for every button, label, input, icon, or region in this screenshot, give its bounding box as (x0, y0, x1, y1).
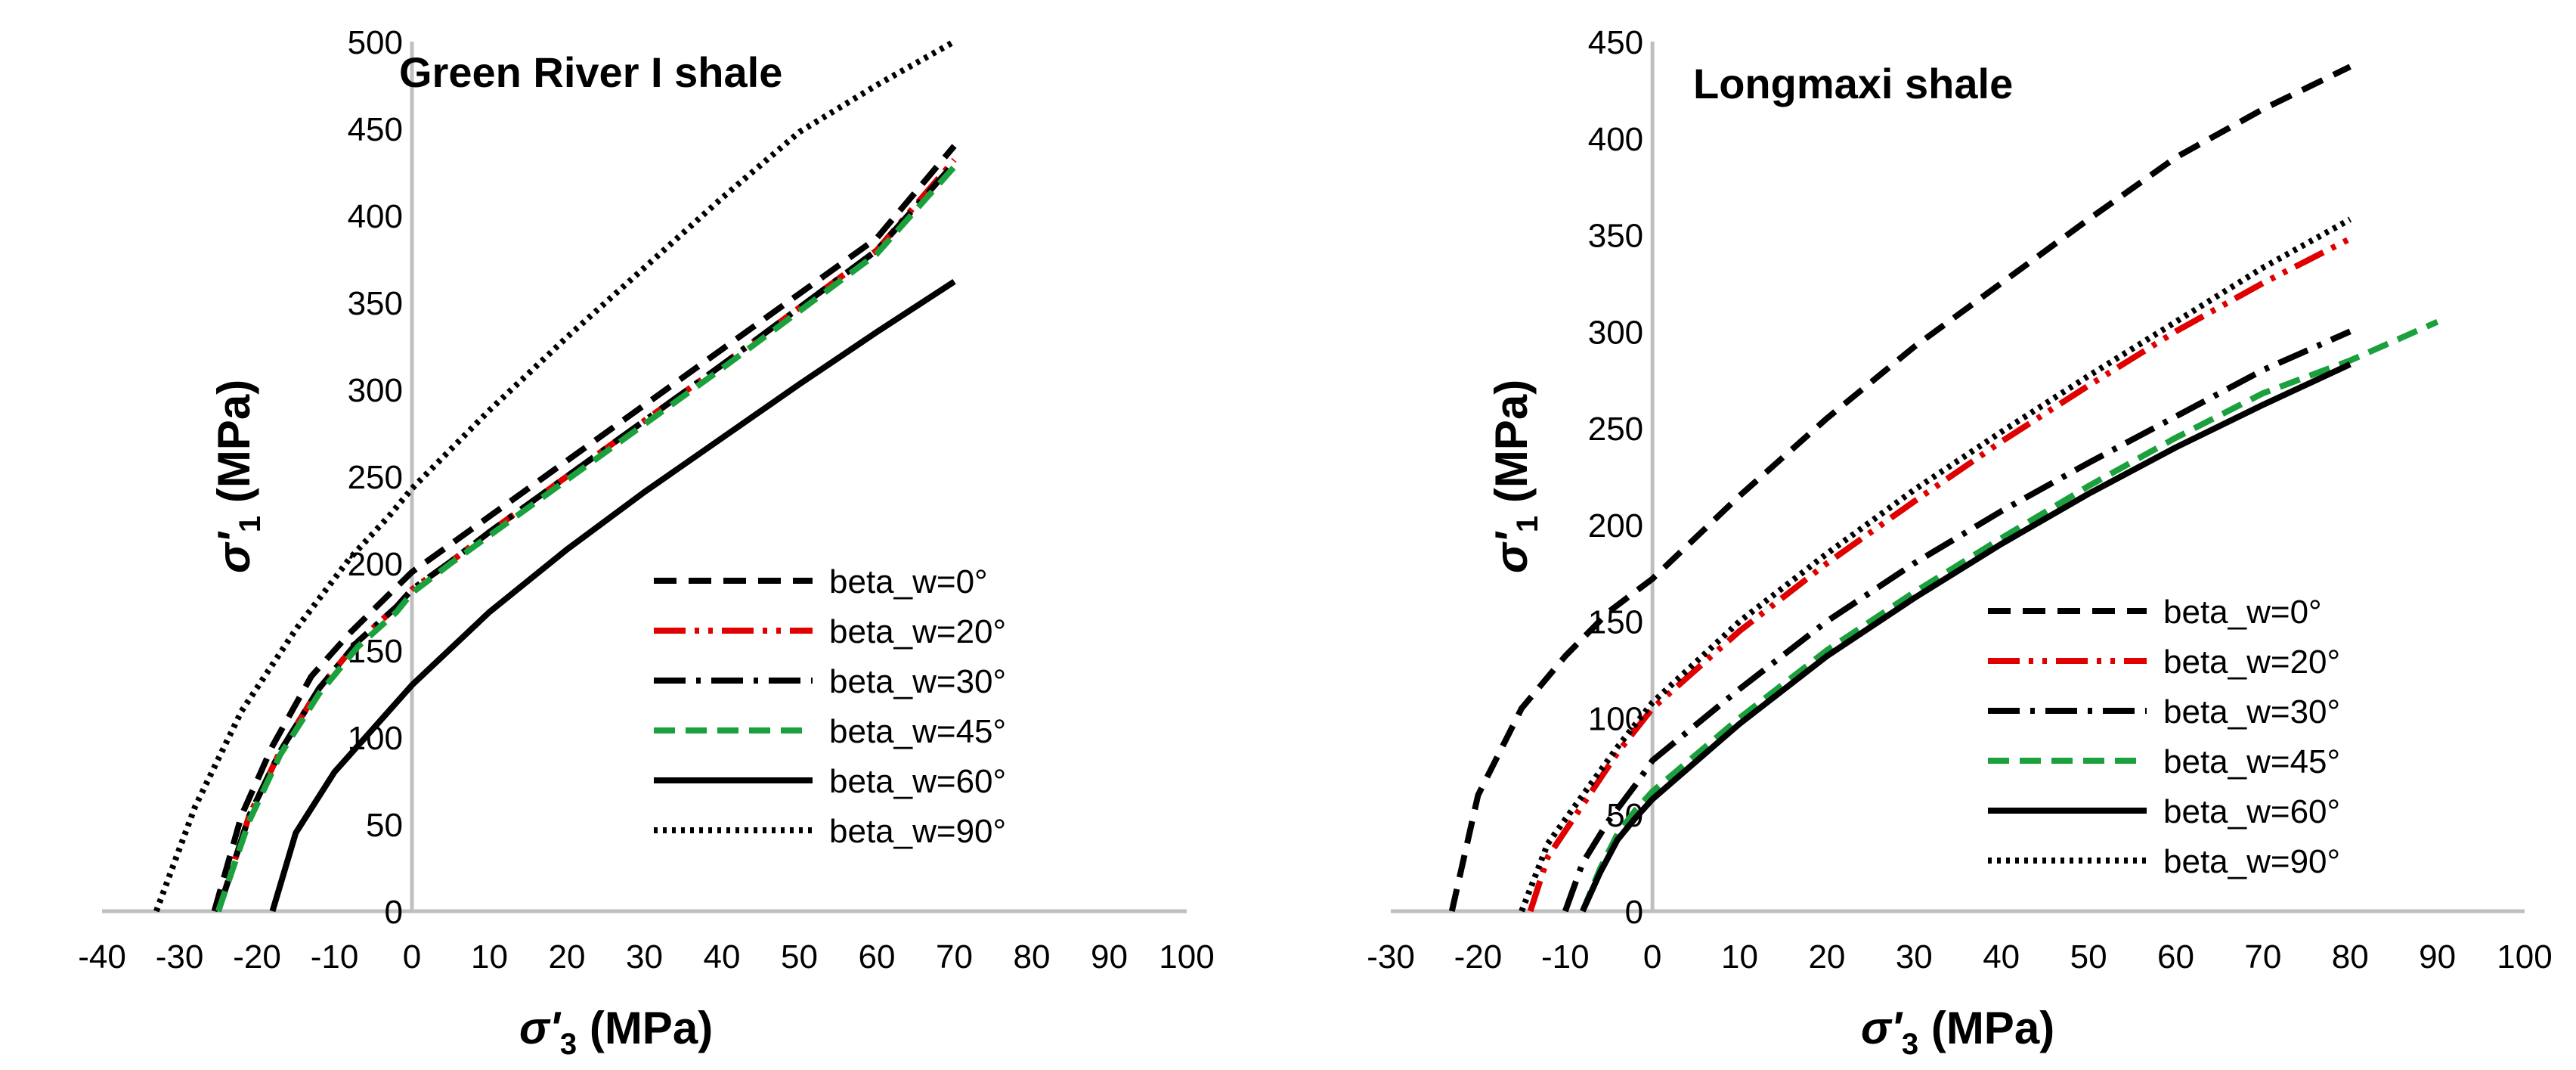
x-tick-label: 90 (2419, 938, 2456, 975)
legend-label: beta_w=90° (829, 813, 1006, 850)
y-tick-label: 50 (366, 807, 403, 844)
legend: beta_w=0° beta_w=20° beta_w=30° beta_w=45°b… (654, 563, 1006, 850)
legend: beta_w=0° beta_w=20° beta_w=30° beta_w=45°b… (1988, 594, 2340, 880)
legend-label: beta_w=90° (2163, 843, 2340, 880)
x-tick-label: 10 (471, 938, 508, 975)
x-tick-label: -20 (1454, 938, 1503, 975)
x-tick-label: 40 (1983, 938, 2020, 975)
legend-label: beta_w=20° (2163, 644, 2340, 681)
y-tick-label: 350 (348, 285, 403, 322)
series-line-beta_w=60° (269, 279, 956, 913)
y-tick-label: 0 (385, 894, 403, 931)
legend-label: beta_w=0° (829, 563, 988, 600)
chart-title: Green River I shale (399, 48, 782, 96)
x-tick-label: 30 (626, 938, 663, 975)
x-tick-label: 0 (1643, 938, 1661, 975)
y-tick-label: 400 (348, 198, 403, 235)
legend-label: beta_w=30° (2163, 693, 2340, 730)
x-tick-label: 80 (2332, 938, 2369, 975)
x-tick-label: 50 (2070, 938, 2107, 975)
y-tick-label: 200 (348, 546, 403, 583)
legend-label: beta_w=0° (2163, 594, 2322, 631)
x-tick-label: 70 (2244, 938, 2281, 975)
y-tick-label: 300 (1588, 314, 1643, 351)
y-axis-title: σ'1 (MPa) (209, 380, 267, 573)
x-tick-label: 100 (1159, 938, 1214, 975)
series-line-beta_w=45° (1580, 318, 2439, 913)
x-tick-label: 70 (936, 938, 973, 975)
y-tick-label: 450 (1588, 24, 1643, 61)
x-tick-label: 60 (2157, 938, 2194, 975)
series-line-beta_w=0° (1448, 64, 2352, 912)
legend-label: beta_w=45° (2163, 743, 2340, 780)
legend-label: beta_w=60° (2163, 793, 2340, 830)
x-axis-title: σ'3 (MPa) (519, 1003, 713, 1061)
x-tick-label: -30 (1367, 938, 1415, 975)
x-tick-label: -20 (233, 938, 281, 975)
y-tick-label: 300 (348, 372, 403, 409)
y-tick-label: 500 (348, 24, 403, 61)
chart-green-river: Green River I shale -40 -30 -20 -10 0 10 20 30 4… (78, 24, 1215, 1061)
x-tick-label: 0 (403, 938, 421, 975)
x-tick-label: 40 (704, 938, 741, 975)
x-tick-label: 30 (1896, 938, 1933, 975)
y-tick-label: 250 (348, 459, 403, 496)
series-line-beta_w=60° (1580, 361, 2352, 913)
x-axis-title: σ'3 (MPa) (1861, 1003, 2054, 1061)
x-tick-label: -10 (311, 938, 359, 975)
chart-longmaxi: Longmaxi shale -30 -20 -10 0 10 20 30 40 50 60 70 8… (1367, 24, 2553, 1061)
x-tick-label: 100 (2497, 938, 2552, 975)
x-tick-label: 90 (1091, 938, 1128, 975)
legend-label: beta_w=30° (829, 663, 1006, 700)
series-line-beta_w=45° (215, 164, 957, 913)
x-tick-label: 60 (859, 938, 896, 975)
series-line-beta_w=0° (211, 144, 957, 913)
y-tick-label: 400 (1588, 121, 1643, 158)
y-tick-label: 200 (1588, 507, 1643, 544)
y-tick-label: 250 (1588, 411, 1643, 448)
series-line-beta_w=90° (153, 39, 956, 913)
x-tick-label: -40 (78, 938, 126, 975)
x-tick-label: 20 (549, 938, 586, 975)
x-tick-label: 50 (781, 938, 818, 975)
y-axis-title: σ'1 (MPa) (1486, 380, 1544, 573)
x-tick-label: 80 (1014, 938, 1051, 975)
series-line-beta_w=30° (1562, 328, 2352, 913)
x-tick-label: 20 (1808, 938, 1845, 975)
y-tick-label: 0 (1625, 894, 1643, 931)
y-tick-label: 450 (348, 111, 403, 148)
chart-title: Longmaxi shale (1693, 60, 2013, 107)
x-tick-label: 10 (1721, 938, 1758, 975)
series-line-beta_w=20° (1527, 236, 2352, 913)
x-tick-label: -10 (1541, 938, 1590, 975)
legend-label: beta_w=60° (829, 763, 1006, 800)
y-tick-label: 350 (1588, 218, 1643, 255)
x-tick-label: -30 (156, 938, 204, 975)
legend-label: beta_w=20° (829, 613, 1006, 650)
legend-label: beta_w=45° (829, 713, 1006, 750)
